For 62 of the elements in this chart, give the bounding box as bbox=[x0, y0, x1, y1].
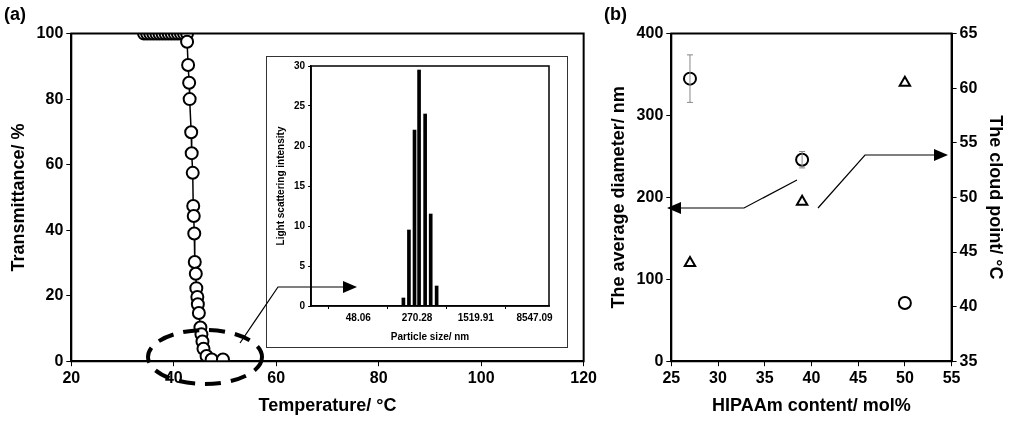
y-tick-label: 20 bbox=[294, 139, 306, 151]
y-tick-label: 60 bbox=[45, 155, 64, 173]
x-tick-label: 1519.91 bbox=[457, 311, 495, 323]
x-tick-label: 40 bbox=[802, 369, 821, 387]
y2-axis-title: The cloud point/ °C bbox=[986, 115, 1007, 280]
point bbox=[191, 306, 206, 321]
point bbox=[187, 226, 202, 241]
y-tick-label: 200 bbox=[636, 187, 664, 205]
y2-tick-label: 55 bbox=[959, 133, 978, 151]
y-tick-label: 400 bbox=[636, 24, 664, 42]
x-tick-label: 20 bbox=[62, 369, 81, 387]
chart-title: (b) bbox=[604, 3, 627, 24]
point bbox=[186, 209, 201, 224]
y2-tick-label: 50 bbox=[959, 187, 978, 205]
y-tick-label: 300 bbox=[636, 105, 664, 123]
y-tick-label: 20 bbox=[45, 286, 64, 304]
point bbox=[898, 75, 912, 87]
x-tick-label: 50 bbox=[895, 369, 914, 387]
x-tick-label: 48.06 bbox=[345, 311, 372, 323]
y-tick-label: 0 bbox=[654, 351, 664, 369]
y-tick-label: 25 bbox=[294, 99, 306, 111]
y-tick-label: 100 bbox=[636, 269, 664, 287]
x-axis-title: Temperature/ °C bbox=[258, 395, 397, 416]
point bbox=[184, 146, 199, 161]
x-tick-label: 55 bbox=[942, 369, 961, 387]
y-tick-label: 80 bbox=[45, 89, 64, 107]
y-axis-title: Light scattering intensity bbox=[274, 126, 286, 246]
x-tick-label: 30 bbox=[709, 369, 728, 387]
y-tick-label: 15 bbox=[294, 179, 306, 191]
x-tick-label: 60 bbox=[267, 369, 286, 387]
y2-tick-label: 65 bbox=[959, 24, 978, 42]
x-axis-title: HIPAAm content/ mol% bbox=[712, 395, 911, 416]
y-tick-label: 5 bbox=[299, 259, 306, 271]
point bbox=[683, 255, 697, 267]
y2-tick-label: 45 bbox=[959, 242, 978, 260]
point bbox=[795, 194, 809, 206]
x-axis-title: Particle size/ nm bbox=[390, 330, 470, 342]
x-tick-label: 35 bbox=[755, 369, 774, 387]
y-tick-label: 0 bbox=[54, 351, 64, 369]
point bbox=[184, 125, 199, 140]
x-tick-label: 25 bbox=[662, 369, 681, 387]
y2-tick-label: 60 bbox=[959, 78, 978, 96]
y-tick-label: 10 bbox=[294, 219, 306, 231]
x-tick-label: 120 bbox=[570, 369, 598, 387]
y-axis-title: The average diameter/ nm bbox=[607, 86, 628, 309]
y2-tick-label: 35 bbox=[959, 351, 978, 369]
x-tick-label: 80 bbox=[369, 369, 388, 387]
x-tick-label: 270.28 bbox=[401, 311, 433, 323]
point bbox=[182, 92, 197, 107]
point bbox=[185, 165, 200, 180]
chart-title: (a) bbox=[4, 3, 26, 24]
y-tick-label: 40 bbox=[45, 220, 64, 238]
y-axis-title: Transmittance/ % bbox=[7, 123, 28, 272]
y-tick-label: 0 bbox=[299, 299, 306, 311]
x-tick-label: 8547.09 bbox=[516, 311, 553, 323]
point bbox=[188, 266, 203, 281]
point bbox=[187, 254, 202, 269]
point bbox=[897, 296, 912, 311]
y-tick-label: 30 bbox=[294, 59, 306, 71]
y-tick-label: 100 bbox=[36, 24, 64, 42]
x-tick-label: 100 bbox=[467, 369, 495, 387]
x-tick-label: 45 bbox=[849, 369, 868, 387]
